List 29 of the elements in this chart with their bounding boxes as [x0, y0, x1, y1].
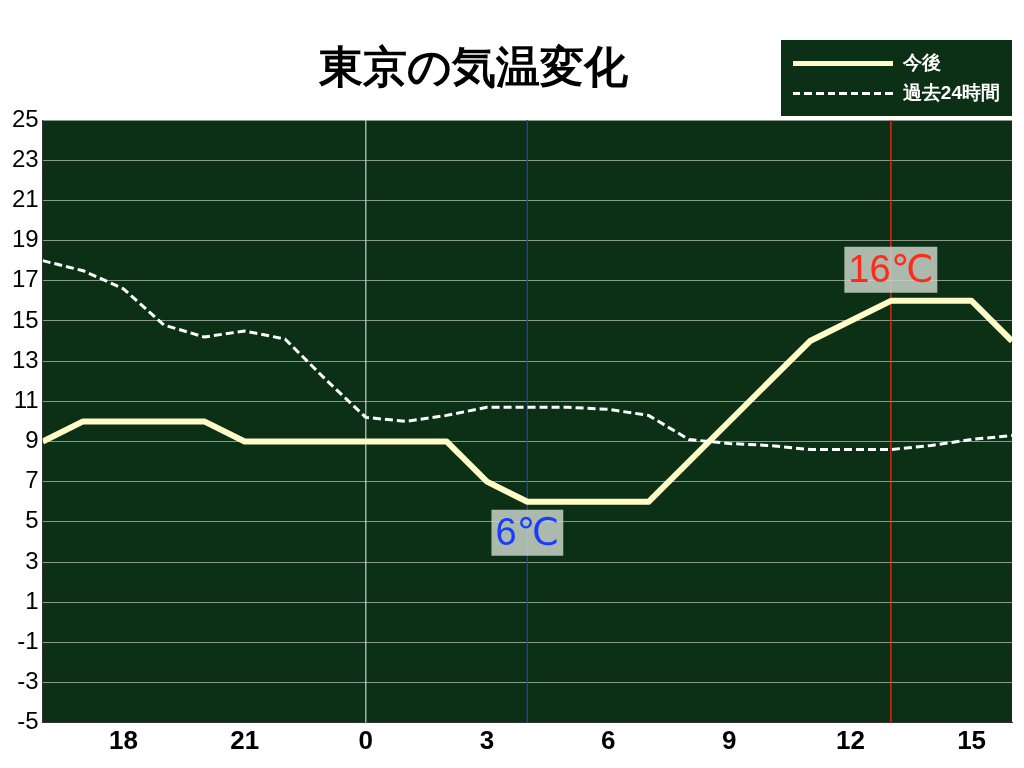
y-tick-label: 1 — [25, 586, 39, 614]
x-tick-label: 18 — [109, 724, 138, 755]
chart-title: 東京の気温変化 — [317, 41, 629, 93]
x-tick-label: 12 — [835, 724, 865, 755]
y-tick-label: 7 — [25, 466, 39, 494]
y-tick-label: 25 — [11, 104, 39, 132]
y-tick-label: 3 — [25, 546, 39, 574]
y-tick-label: 19 — [11, 225, 39, 253]
y-tick-label: 23 — [11, 144, 39, 172]
legend-label: 今後 — [902, 51, 941, 75]
y-tick-label: 11 — [13, 385, 39, 413]
y-tick-label: 15 — [11, 305, 39, 333]
x-tick-label: 15 — [957, 724, 987, 755]
y-tick-label: 9 — [25, 426, 39, 454]
x-tick-label: 0 — [358, 724, 374, 755]
legend-label: 過去24時間 — [902, 81, 1000, 105]
y-tick-label: -5 — [17, 707, 39, 735]
x-tick-label: 6 — [600, 724, 616, 755]
y-tick-label: 21 — [11, 185, 39, 212]
x-tick-label: 21 — [230, 724, 260, 755]
x-tick-label: 3 — [479, 724, 495, 755]
y-tick-label: 17 — [11, 265, 39, 293]
y-tick-label: -3 — [17, 667, 39, 695]
y-tick-label: 5 — [25, 506, 39, 534]
x-tick-label: 9 — [722, 724, 737, 755]
y-tick-label: 13 — [11, 345, 39, 373]
annotation: 16℃ — [848, 248, 934, 291]
annotation: 6℃ — [495, 511, 560, 554]
y-tick-label: -1 — [17, 627, 39, 655]
